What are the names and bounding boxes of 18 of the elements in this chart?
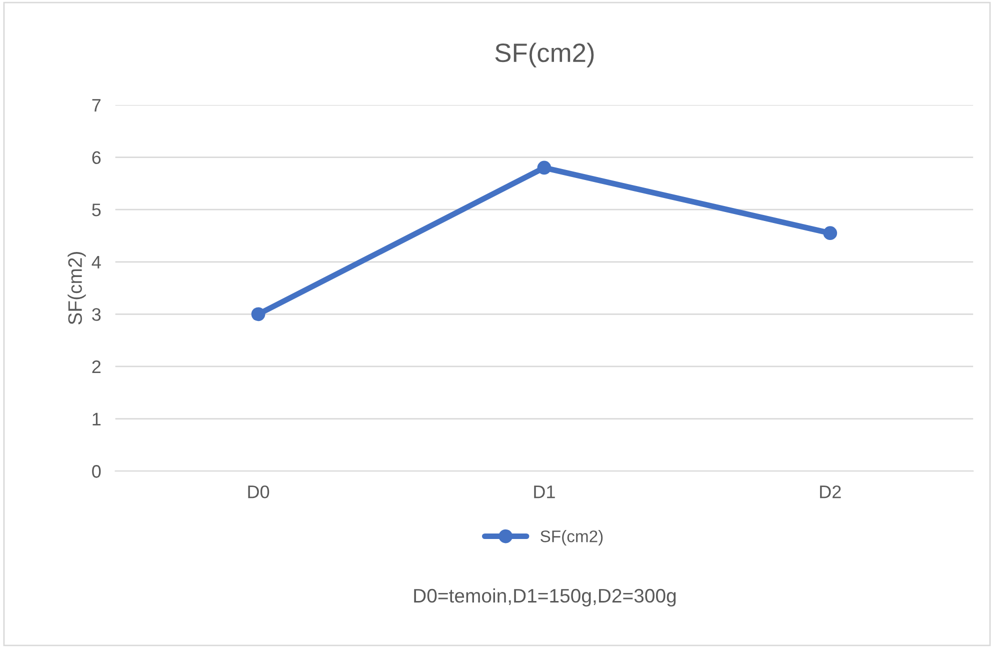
y-axis-title: SF(cm2) (68, 252, 86, 324)
chart-title: SF(cm2) (495, 42, 594, 68)
y-tick-label: 3 (92, 308, 101, 321)
y-tick-label: 1 (92, 412, 101, 426)
y-tick-label: 4 (92, 256, 101, 268)
y-tick-label: 5 (92, 204, 101, 216)
x-tick-label: D2 (820, 485, 841, 498)
legend-label: SF(cm2) (540, 530, 603, 546)
x-tick-label: D1 (534, 486, 555, 498)
x-tick-label: D0 (248, 485, 270, 498)
point (251, 307, 266, 322)
y-tick-label: 7 (92, 99, 101, 112)
y-tick-label: 2 (92, 360, 101, 374)
point (537, 160, 552, 175)
text: D0=temoin,D1=150g,D2=300g (414, 588, 676, 607)
y-tick-label: 0 (92, 465, 101, 478)
point (823, 226, 838, 240)
y-tick-label: 6 (92, 151, 101, 164)
